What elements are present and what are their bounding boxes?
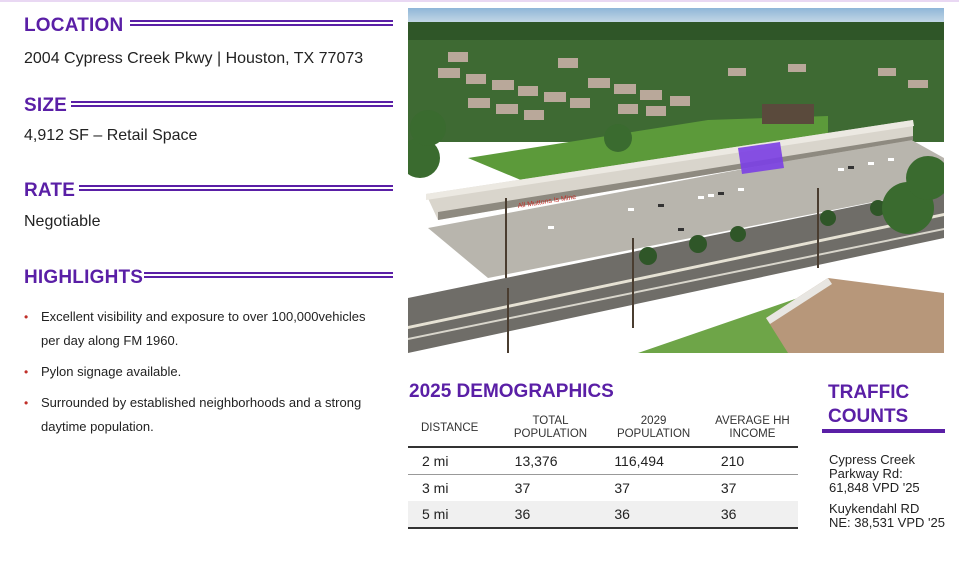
location-heading: LOCATION [24,15,124,36]
location-address: 2004 Cypress Creek Pkwy | Houston, TX 77… [24,50,364,67]
aerial-property-photo: All Muttons Is Mine [408,8,944,353]
traffic-counts-title: TRAFFIC COUNTS [828,381,909,429]
total-population-cell: 36 [500,501,601,529]
rate-value: Negotiable [24,213,101,230]
size-value: 4,912 SF – Retail Space [24,127,198,144]
rate-heading: RATE [24,180,76,201]
distance-cell: 5 mi [408,501,501,529]
table-row: 3 mi 37 37 37 [408,475,798,502]
total-population-cell: 37 [514,480,531,496]
traffic-title-line: COUNTS [828,406,909,427]
population-2029-cell: 116,494 [600,447,707,475]
traffic-entry-line: 61,848 VPD '25 [829,480,920,495]
location-heading-rule [130,20,393,26]
income-cell: 37 [720,480,737,496]
table-row: 5 mi 36 36 36 [408,501,798,529]
highlight-text: Excellent visibility and exposure to ove… [41,309,366,348]
column-header-total-population: TOTAL POPULATION [500,410,601,448]
highlight-item: • Surrounded by established neighborhoods… [24,391,379,439]
size-heading: SIZE [24,95,68,116]
total-population-cell: 13,376 [500,447,601,475]
rate-heading-rule [79,185,393,191]
highlights-list: • Excellent visibility and exposure to ov… [24,305,379,446]
distance-cell: 3 mi [422,480,449,496]
size-heading-rule [71,101,393,107]
income-cell: 36 [706,501,798,529]
distance-cell: 2 mi [408,447,501,475]
table-row: 2 mi 13,376 116,494 210 [408,447,798,475]
traffic-counts-rule [822,429,945,433]
table-header-row: DISTANCE TOTAL POPULATION 2029 POPULATIO… [408,410,798,448]
column-header-2029-population: 2029 POPULATION [600,410,707,448]
highlight-item: • Excellent visibility and exposure to ov… [24,305,379,353]
demographics-table: DISTANCE TOTAL POPULATION 2029 POPULATIO… [408,410,798,529]
highlight-text: Pylon signage available. [41,364,182,379]
traffic-entry-line: Kuykendahl RD [829,501,920,516]
traffic-entry-line: Parkway Rd: [829,466,903,481]
top-border [0,0,959,2]
traffic-entry-line: Cypress Creek [829,452,915,467]
traffic-entry-kuykendahl: Kuykendahl RD NE: 38,531 VPD '25 [829,502,945,530]
column-header-distance: DISTANCE [408,410,501,448]
highlights-heading: HIGHLIGHTS [24,267,144,288]
population-2029-cell: 37 [614,480,630,496]
income-cell: 210 [706,447,798,475]
traffic-title-line: TRAFFIC [828,382,910,403]
bullet-icon: • [24,396,29,410]
demographics-title: 2025 DEMOGRAPHICS [409,381,614,402]
traffic-entry-line: NE: 38,531 VPD '25 [829,515,945,530]
bullet-icon: • [24,310,29,324]
population-2029-cell: 36 [600,501,707,529]
highlight-item: • Pylon signage available. [24,360,379,384]
highlight-text: Surrounded by established neighborhoods … [41,395,362,434]
highlights-heading-rule [144,272,393,278]
column-header-average-hh-income: AVERAGE HH INCOME [706,410,798,448]
bullet-icon: • [24,365,29,379]
traffic-entry-cypress-creek: Cypress Creek Parkway Rd: 61,848 VPD '25 [829,453,920,495]
